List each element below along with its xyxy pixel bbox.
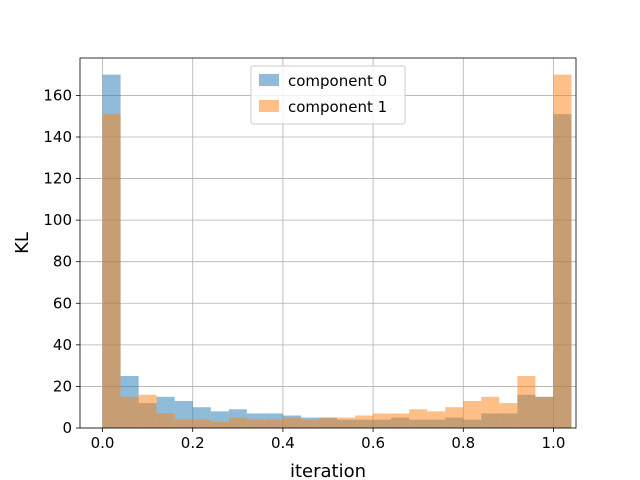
y-tick-label: 60 [53,294,72,312]
x-tick-label: 0.2 [181,434,205,452]
bar-component-1 [318,417,338,428]
bar-component-1 [102,114,121,428]
x-tick-label: 0.4 [271,434,295,452]
legend-label-component-1: component 1 [288,98,387,116]
bar-component-1 [192,419,211,428]
y-tick-label: 160 [43,86,72,104]
bar-component-1 [535,396,554,428]
x-tick-label: 1.0 [542,434,566,452]
legend-frame [250,65,406,125]
histogram-bars [102,74,572,428]
bar-component-1 [391,413,410,428]
bar-component-1 [156,413,175,428]
bar-component-1 [210,421,229,428]
bar-component-1 [373,413,392,428]
bar-component-1 [138,394,157,428]
bar-component-1 [300,419,319,428]
bar-component-1 [409,409,428,428]
y-tick-label: 140 [43,128,72,146]
y-tick-label: 20 [53,377,72,395]
bar-component-1 [427,411,446,428]
bar-component-1 [553,74,572,428]
legend-label-component-0: component 0 [288,72,387,90]
bar-component-1 [499,403,518,428]
legend-swatch-component-1 [259,100,279,112]
bar-component-1 [337,417,356,428]
bar-component-1 [174,419,193,428]
bar-component-1 [282,417,301,428]
y-tick-label: 0 [62,419,72,437]
bar-component-1 [463,400,482,428]
bar-component-1 [264,419,283,428]
legend: component 0 component 1 [250,65,406,125]
legend-swatch-component-0 [259,74,279,86]
bar-component-1 [517,376,536,428]
bar-component-1 [355,415,374,428]
y-tick-label: 80 [53,253,72,271]
y-tick-label: 120 [43,170,72,188]
plot-frame [79,57,577,429]
y-tick-label: 100 [43,211,72,229]
bar-component-1 [246,419,265,428]
bar-component-1 [228,417,247,428]
y-tick-label: 40 [53,336,72,354]
x-tick-label: 0.0 [91,434,115,452]
bar-component-1 [445,407,464,428]
bar-component-1 [120,396,139,428]
bar-component-1 [481,396,500,428]
x-axis-label: iteration [290,461,366,480]
x-tick-label: 0.8 [451,434,475,452]
y-axis-label: KL [12,232,33,254]
axis-ticks: 0.0 0.2 0.4 0.6 0.8 1.0 0 20 40 60 80 100 120 140 160 [43,86,565,452]
x-tick-label: 0.6 [361,434,385,452]
